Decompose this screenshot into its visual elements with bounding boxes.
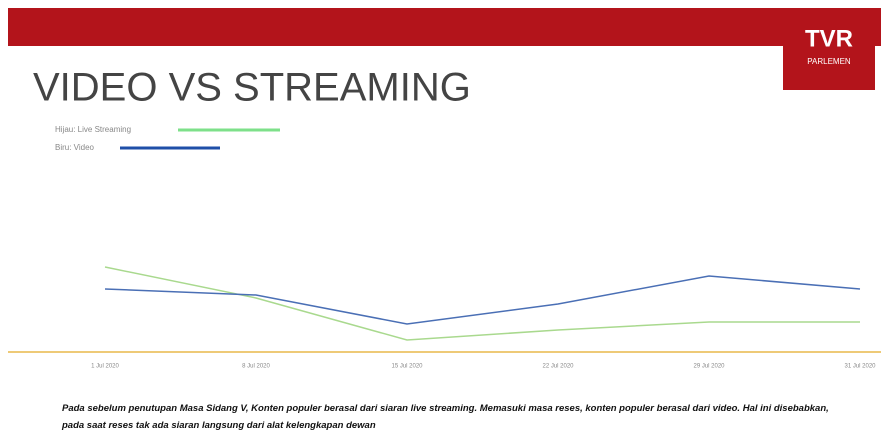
chart-title: VIDEO VS STREAMING [33,66,471,110]
x-tick-label: 8 Jul 2020 [242,364,270,370]
line-series [104,275,861,325]
x-tick-label: 31 Jul 2020 [844,364,876,370]
top-band [8,8,881,46]
line-series [104,266,860,341]
legend-label: Hijau: Live Streaming [55,125,131,134]
logo: TVR [805,25,853,52]
legend-label: Biru: Video [55,143,95,152]
caption: Pada sebelum penutupan Masa Sidang V, Ko… [62,403,829,431]
x-tick-label: 1 Jul 2020 [91,364,119,370]
logo-box [783,10,875,90]
x-tick-label: 15 Jul 2020 [391,364,423,370]
x-tick-label: 29 Jul 2020 [693,364,725,370]
logo-sub: PARLEMEN [807,57,851,66]
x-tick-label: 22 Jul 2020 [542,364,574,370]
